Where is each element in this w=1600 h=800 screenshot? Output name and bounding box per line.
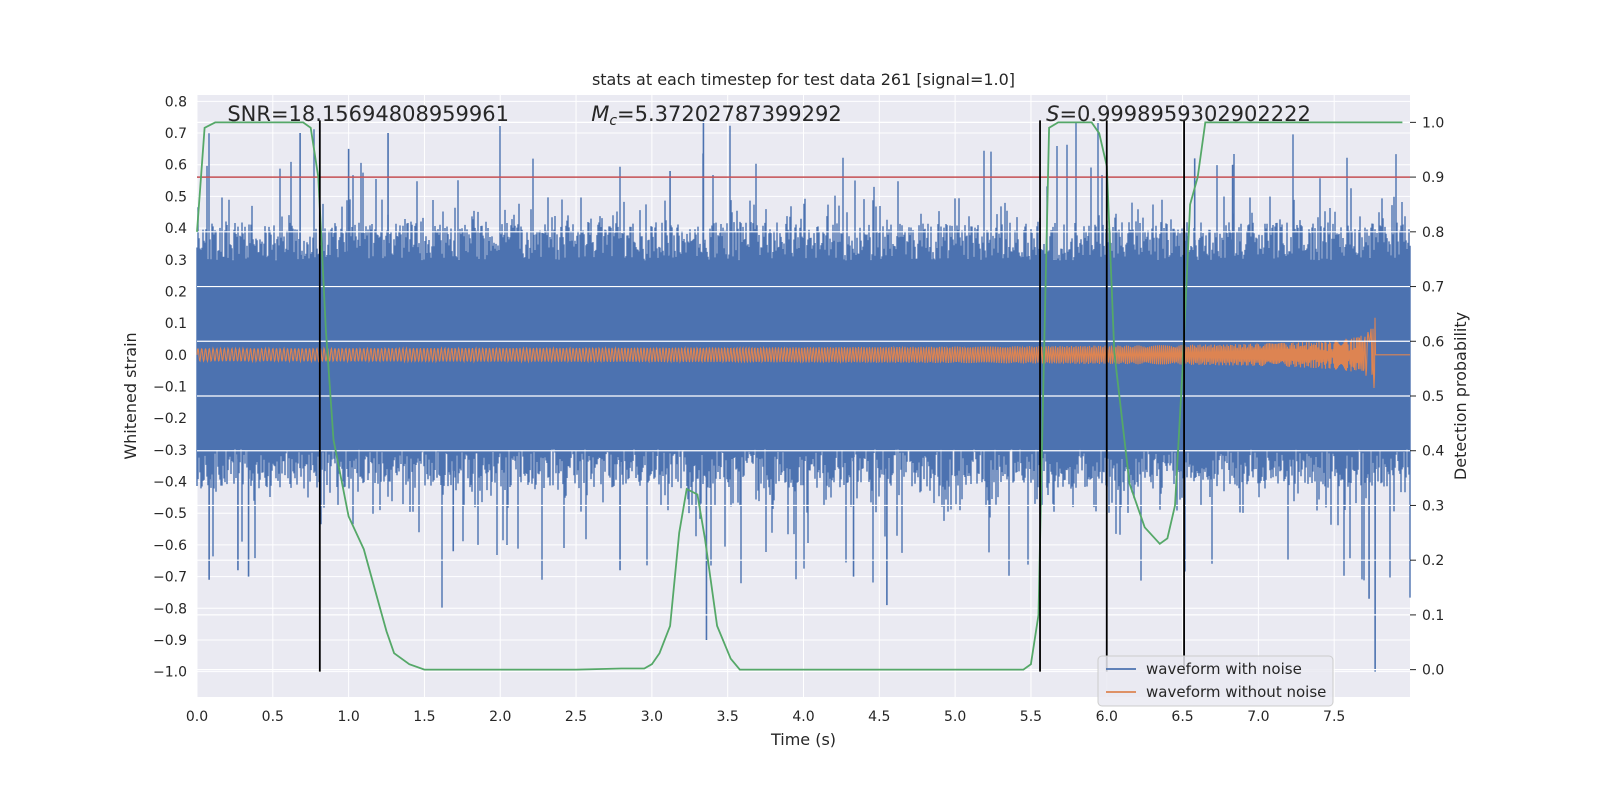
y-right-tick-label: 0.1 xyxy=(1422,608,1444,624)
x-axis-label: Time (s) xyxy=(770,730,836,749)
x-tick-label: 0.0 xyxy=(186,709,208,725)
y-right-tick-label: 0.6 xyxy=(1422,334,1444,350)
x-tick-label: 6.5 xyxy=(1171,709,1193,725)
y-tick-label: −0.7 xyxy=(153,570,187,586)
y-tick-label: −0.8 xyxy=(153,601,187,617)
event-markers xyxy=(318,120,1185,672)
legend-label: waveform with noise xyxy=(1146,660,1302,678)
y-right-tick-label: 0.8 xyxy=(1422,225,1444,241)
y-tick-label: 0.6 xyxy=(165,158,187,174)
annotations: SNR=18.15694808959961 Mc=5.37202787399292… xyxy=(227,102,1311,129)
x-tick-label: 6.0 xyxy=(1096,709,1118,725)
x-tick-label: 3.5 xyxy=(717,709,739,725)
x-tick-label: 1.5 xyxy=(413,709,435,725)
annotation: Mc=5.37202787399292 xyxy=(591,102,842,129)
x-tick-label: 0.5 xyxy=(262,709,284,725)
x-tick-label: 1.0 xyxy=(337,709,359,725)
y-tick-label: −0.2 xyxy=(153,411,187,427)
x-tick-label: 7.0 xyxy=(1247,709,1269,725)
y-right-axis-label: Detection probability xyxy=(1451,312,1470,480)
x-tick-label: 4.0 xyxy=(792,709,814,725)
x-axis-ticks: 0.0 0.5 1.0 1.5 2.0 2.5 3.0 3.5 4.0 4.5 5.0 5.5 6.0 6… xyxy=(186,709,1345,725)
y-axis-ticks: 0.8 0.7 0.6 0.5 0.4 0.3 0.2 0.1 0.0 −0.1 −0.2 −0.3 −… xyxy=(153,94,187,680)
chart-title: stats at each timestep for test data 261… xyxy=(592,70,1015,89)
y-tick-label: −0.6 xyxy=(153,538,187,554)
y-tick-label: −0.1 xyxy=(153,379,187,395)
y-tick-label: 0.3 xyxy=(165,253,187,269)
x-tick-label: 5.0 xyxy=(944,709,966,725)
y-right-tick-label: 0.3 xyxy=(1422,498,1444,514)
y-tick-label: −0.3 xyxy=(153,443,187,459)
x-tick-label: 7.5 xyxy=(1323,709,1345,725)
y-tick-label: −1.0 xyxy=(153,665,187,681)
legend: waveform with noise waveform without nois… xyxy=(1097,655,1334,707)
y-tick-label: −0.5 xyxy=(153,506,187,522)
x-tick-label: 4.5 xyxy=(868,709,890,725)
y-tick-label: 0.8 xyxy=(165,94,187,110)
y-right-axis-ticks: 1.0 0.9 0.8 0.7 0.6 0.5 0.4 0.3 0.2 0.1 0.0 xyxy=(1410,115,1444,679)
legend-label: waveform without noise xyxy=(1146,683,1326,701)
legend-box xyxy=(1097,655,1334,707)
x-tick-label: 2.0 xyxy=(489,709,511,725)
series-waveform-without-noise xyxy=(196,317,1410,389)
y-tick-label: 0.7 xyxy=(165,126,187,142)
y-right-tick-label: 1.0 xyxy=(1422,115,1444,131)
detection-probability-line xyxy=(196,121,1403,671)
y-tick-label: −0.4 xyxy=(153,475,187,491)
x-tick-label: 5.5 xyxy=(1020,709,1042,725)
y-right-tick-label: 0.7 xyxy=(1422,280,1444,296)
y-right-tick-label: 0.9 xyxy=(1422,170,1444,186)
y-axis-label: Whitened strain xyxy=(121,332,140,459)
y-tick-label: −0.9 xyxy=(153,633,187,649)
y-right-tick-label: 0.2 xyxy=(1422,553,1444,569)
y-right-tick-label: 0.4 xyxy=(1422,444,1444,460)
y-right-tick-label: 0.0 xyxy=(1422,663,1444,679)
y-tick-label: 0.2 xyxy=(165,284,187,300)
x-tick-label: 3.0 xyxy=(641,709,663,725)
annotation: S=0.9998959302902222 xyxy=(1046,102,1311,126)
y-tick-label: 0.0 xyxy=(165,348,187,364)
y-tick-label: 0.5 xyxy=(165,189,187,205)
y-tick-label: 0.4 xyxy=(165,221,187,237)
y-tick-label: 0.1 xyxy=(165,316,187,332)
annotation: SNR=18.15694808959961 xyxy=(227,102,509,126)
y-right-tick-label: 0.5 xyxy=(1422,389,1444,405)
x-tick-label: 2.5 xyxy=(565,709,587,725)
